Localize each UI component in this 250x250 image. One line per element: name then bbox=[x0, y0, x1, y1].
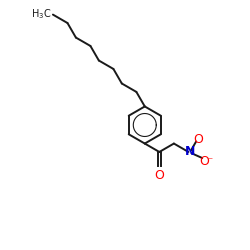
Text: O: O bbox=[199, 155, 209, 168]
Text: ⁻: ⁻ bbox=[208, 156, 213, 166]
Text: H$_3$C: H$_3$C bbox=[30, 7, 51, 21]
Text: O: O bbox=[193, 133, 203, 146]
Text: O: O bbox=[154, 168, 164, 181]
Text: N: N bbox=[185, 146, 195, 158]
